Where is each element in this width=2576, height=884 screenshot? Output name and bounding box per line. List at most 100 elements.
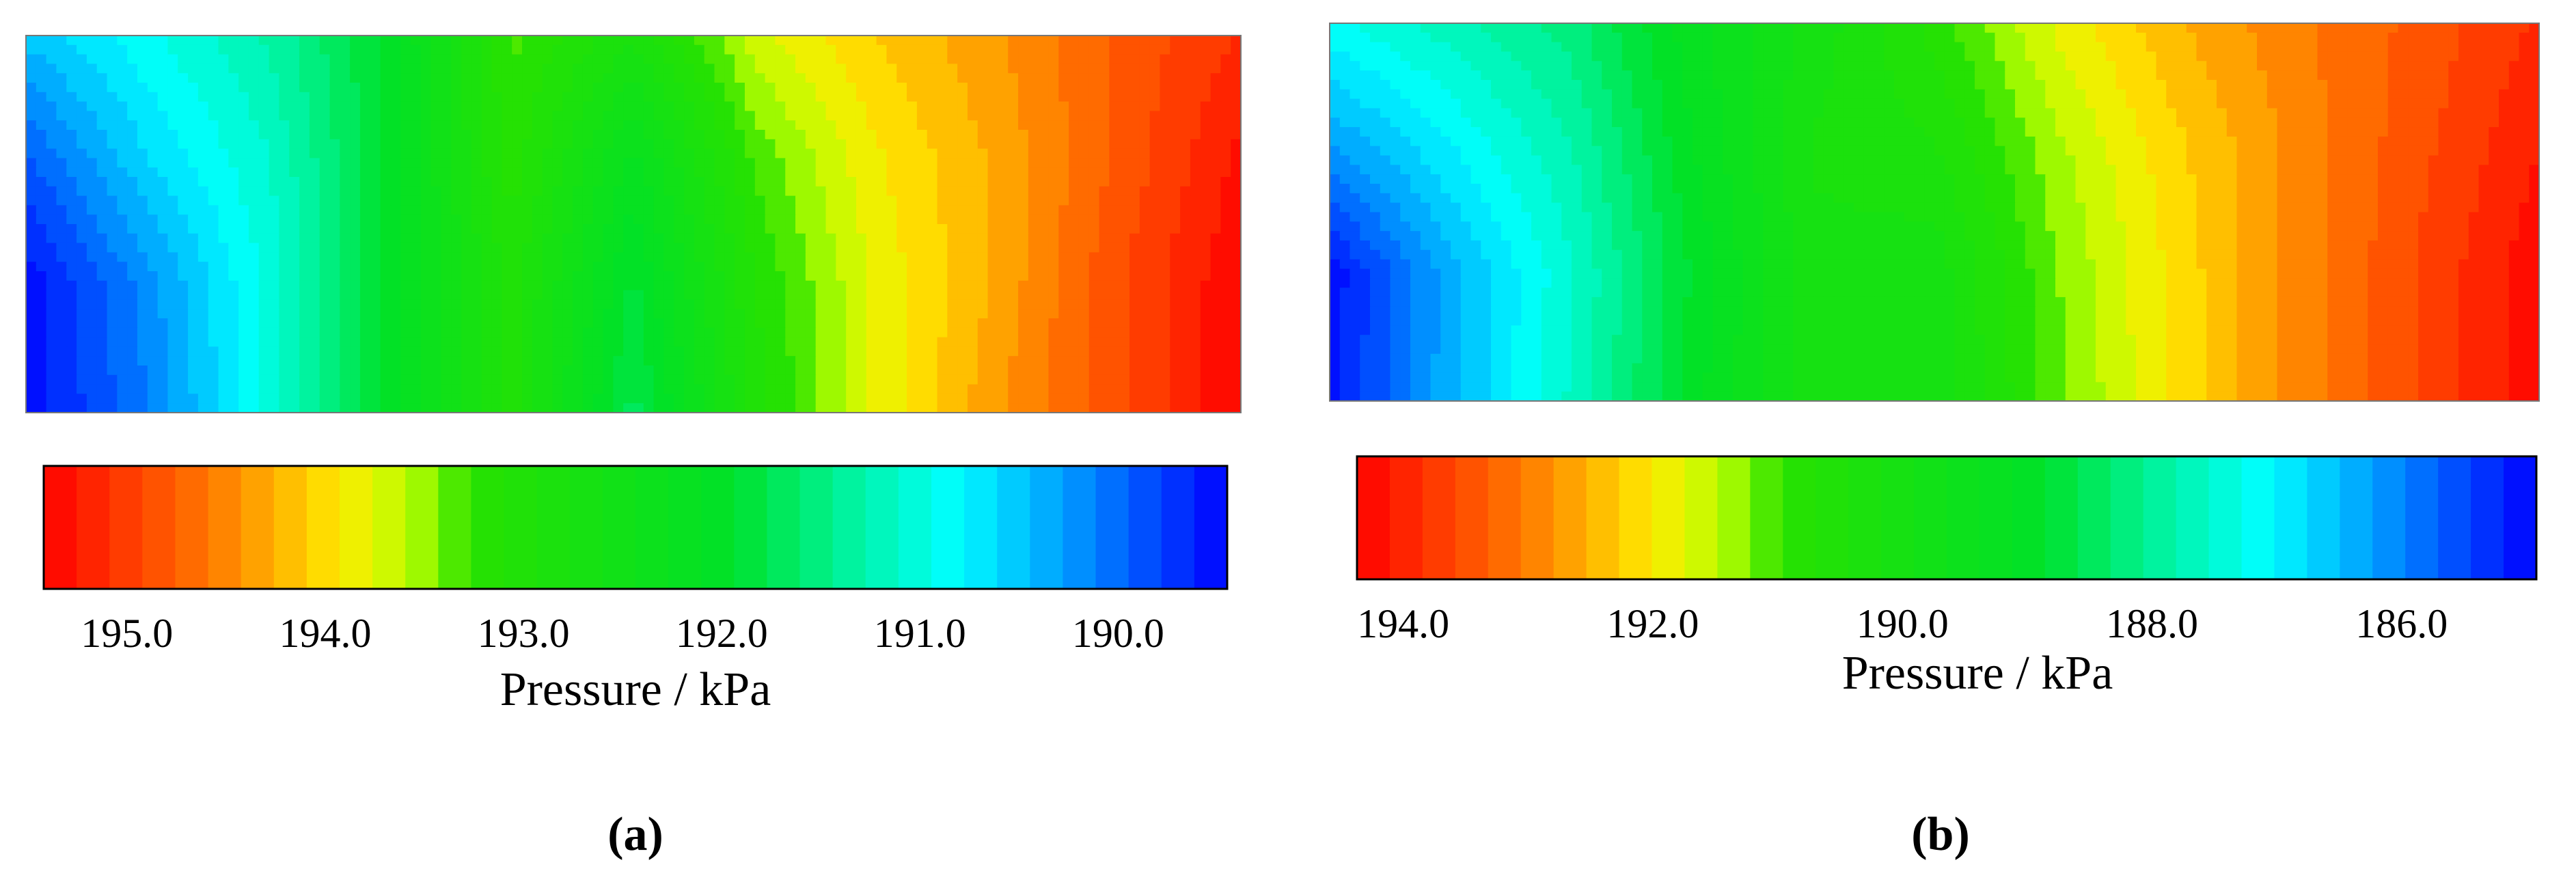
- map-a-cell: [1088, 205, 1100, 216]
- map-a-cell: [876, 139, 888, 150]
- map-a-cell: [633, 101, 644, 112]
- map-a-cell: [1180, 195, 1191, 206]
- map-a-cell: [957, 111, 968, 122]
- map-a-cell: [400, 205, 411, 216]
- map-a-cell: [937, 374, 948, 385]
- map-a-cell: [987, 233, 999, 244]
- map-a-cell: [380, 148, 392, 159]
- map-a-cell: [1109, 54, 1121, 65]
- map-a-cell: [1058, 215, 1070, 225]
- map-a-cell: [562, 64, 573, 74]
- map-a-cell: [309, 403, 320, 413]
- map-a-cell: [866, 356, 877, 366]
- map-a-cell: [77, 365, 87, 376]
- map-a-cell: [512, 318, 523, 329]
- map-a-cell: [77, 167, 87, 178]
- map-a-cell: [1129, 177, 1140, 187]
- map-a-cell: [1109, 130, 1121, 140]
- map-a-cell: [1058, 44, 1070, 55]
- map-a-cell: [825, 384, 837, 395]
- map-a-cell: [258, 327, 270, 338]
- map-a-cell: [987, 36, 999, 46]
- map-a-cell: [532, 243, 543, 253]
- map-b-cell: [1874, 23, 1885, 33]
- map-a-cell: [855, 403, 867, 413]
- map-a-cell: [836, 271, 847, 281]
- map-a-cell: [309, 92, 320, 102]
- colorbar-a-band: [471, 466, 505, 589]
- map-a-cell: [623, 365, 634, 376]
- map-a-cell: [957, 252, 968, 263]
- map-a-cell: [775, 280, 786, 291]
- map-a-cell: [907, 365, 918, 376]
- map-a-cell: [1099, 252, 1110, 263]
- map-a-cell: [77, 73, 87, 83]
- map-a-cell: [471, 346, 482, 357]
- map-a-cell: [461, 252, 472, 263]
- map-a-cell: [279, 44, 290, 55]
- map-a-cell: [107, 299, 118, 310]
- map-a-cell: [157, 205, 169, 216]
- map-a-cell: [896, 73, 907, 83]
- map-a-cell: [36, 318, 47, 329]
- colorbar-a-tick-label: 194.0: [279, 611, 372, 656]
- map-a-cell: [1018, 356, 1029, 366]
- map-a-cell: [663, 374, 675, 385]
- map-a-cell: [137, 318, 148, 329]
- map-a-cell: [1149, 139, 1161, 150]
- map-a-cell: [370, 243, 381, 253]
- map-a-cell: [714, 64, 726, 74]
- map-a-cell: [1170, 186, 1181, 197]
- map-a-cell: [481, 403, 493, 413]
- map-a-cell: [359, 120, 371, 130]
- map-a-cell: [127, 290, 138, 301]
- map-a-cell: [400, 224, 411, 234]
- map-a-cell: [977, 309, 989, 319]
- map-a-cell: [724, 346, 736, 357]
- map-a-cell: [178, 177, 189, 187]
- map-a-cell: [967, 356, 978, 366]
- map-a-cell: [815, 271, 827, 281]
- map-a-cell: [370, 280, 381, 291]
- map-a-cell: [1220, 233, 1232, 244]
- map-a-cell: [1170, 337, 1181, 348]
- map-a-cell: [279, 120, 290, 130]
- map-a-cell: [512, 158, 523, 169]
- map-a-cell: [329, 337, 341, 348]
- map-a-cell: [411, 280, 422, 291]
- map-a-cell: [522, 233, 533, 244]
- map-a-cell: [56, 205, 68, 216]
- map-a-cell: [36, 233, 47, 244]
- map-a-cell: [1210, 403, 1222, 413]
- map-a-cell: [1048, 356, 1060, 366]
- map-a-cell: [411, 252, 422, 263]
- map-a-cell: [1190, 44, 1201, 55]
- map-a-cell: [613, 403, 625, 413]
- map-a-cell: [866, 374, 877, 385]
- map-a-cell: [735, 92, 745, 102]
- map-a-cell: [542, 233, 553, 244]
- map-a-cell: [947, 271, 959, 281]
- map-a-cell: [775, 177, 786, 187]
- map-a-cell: [724, 374, 736, 385]
- map-a-cell: [279, 318, 290, 329]
- map-a-cell: [390, 243, 402, 253]
- map-a-cell: [1048, 167, 1060, 178]
- map-a-cell: [147, 346, 159, 357]
- map-a-cell: [390, 148, 402, 159]
- map-a-cell: [1048, 54, 1060, 65]
- map-a-cell: [795, 393, 806, 404]
- map-a-cell: [1139, 271, 1151, 281]
- map-a-cell: [866, 54, 877, 65]
- map-a-cell: [937, 73, 948, 83]
- map-a-cell: [886, 120, 898, 130]
- map-a-cell: [805, 195, 817, 206]
- map-a-cell: [957, 280, 968, 291]
- map-a-cell: [663, 186, 675, 197]
- map-a-cell: [846, 177, 857, 187]
- map-a-cell: [36, 224, 47, 234]
- map-a-cell: [1058, 73, 1070, 83]
- map-a-cell: [127, 374, 138, 385]
- map-a-cell: [1119, 280, 1130, 291]
- map-a-cell: [542, 73, 553, 83]
